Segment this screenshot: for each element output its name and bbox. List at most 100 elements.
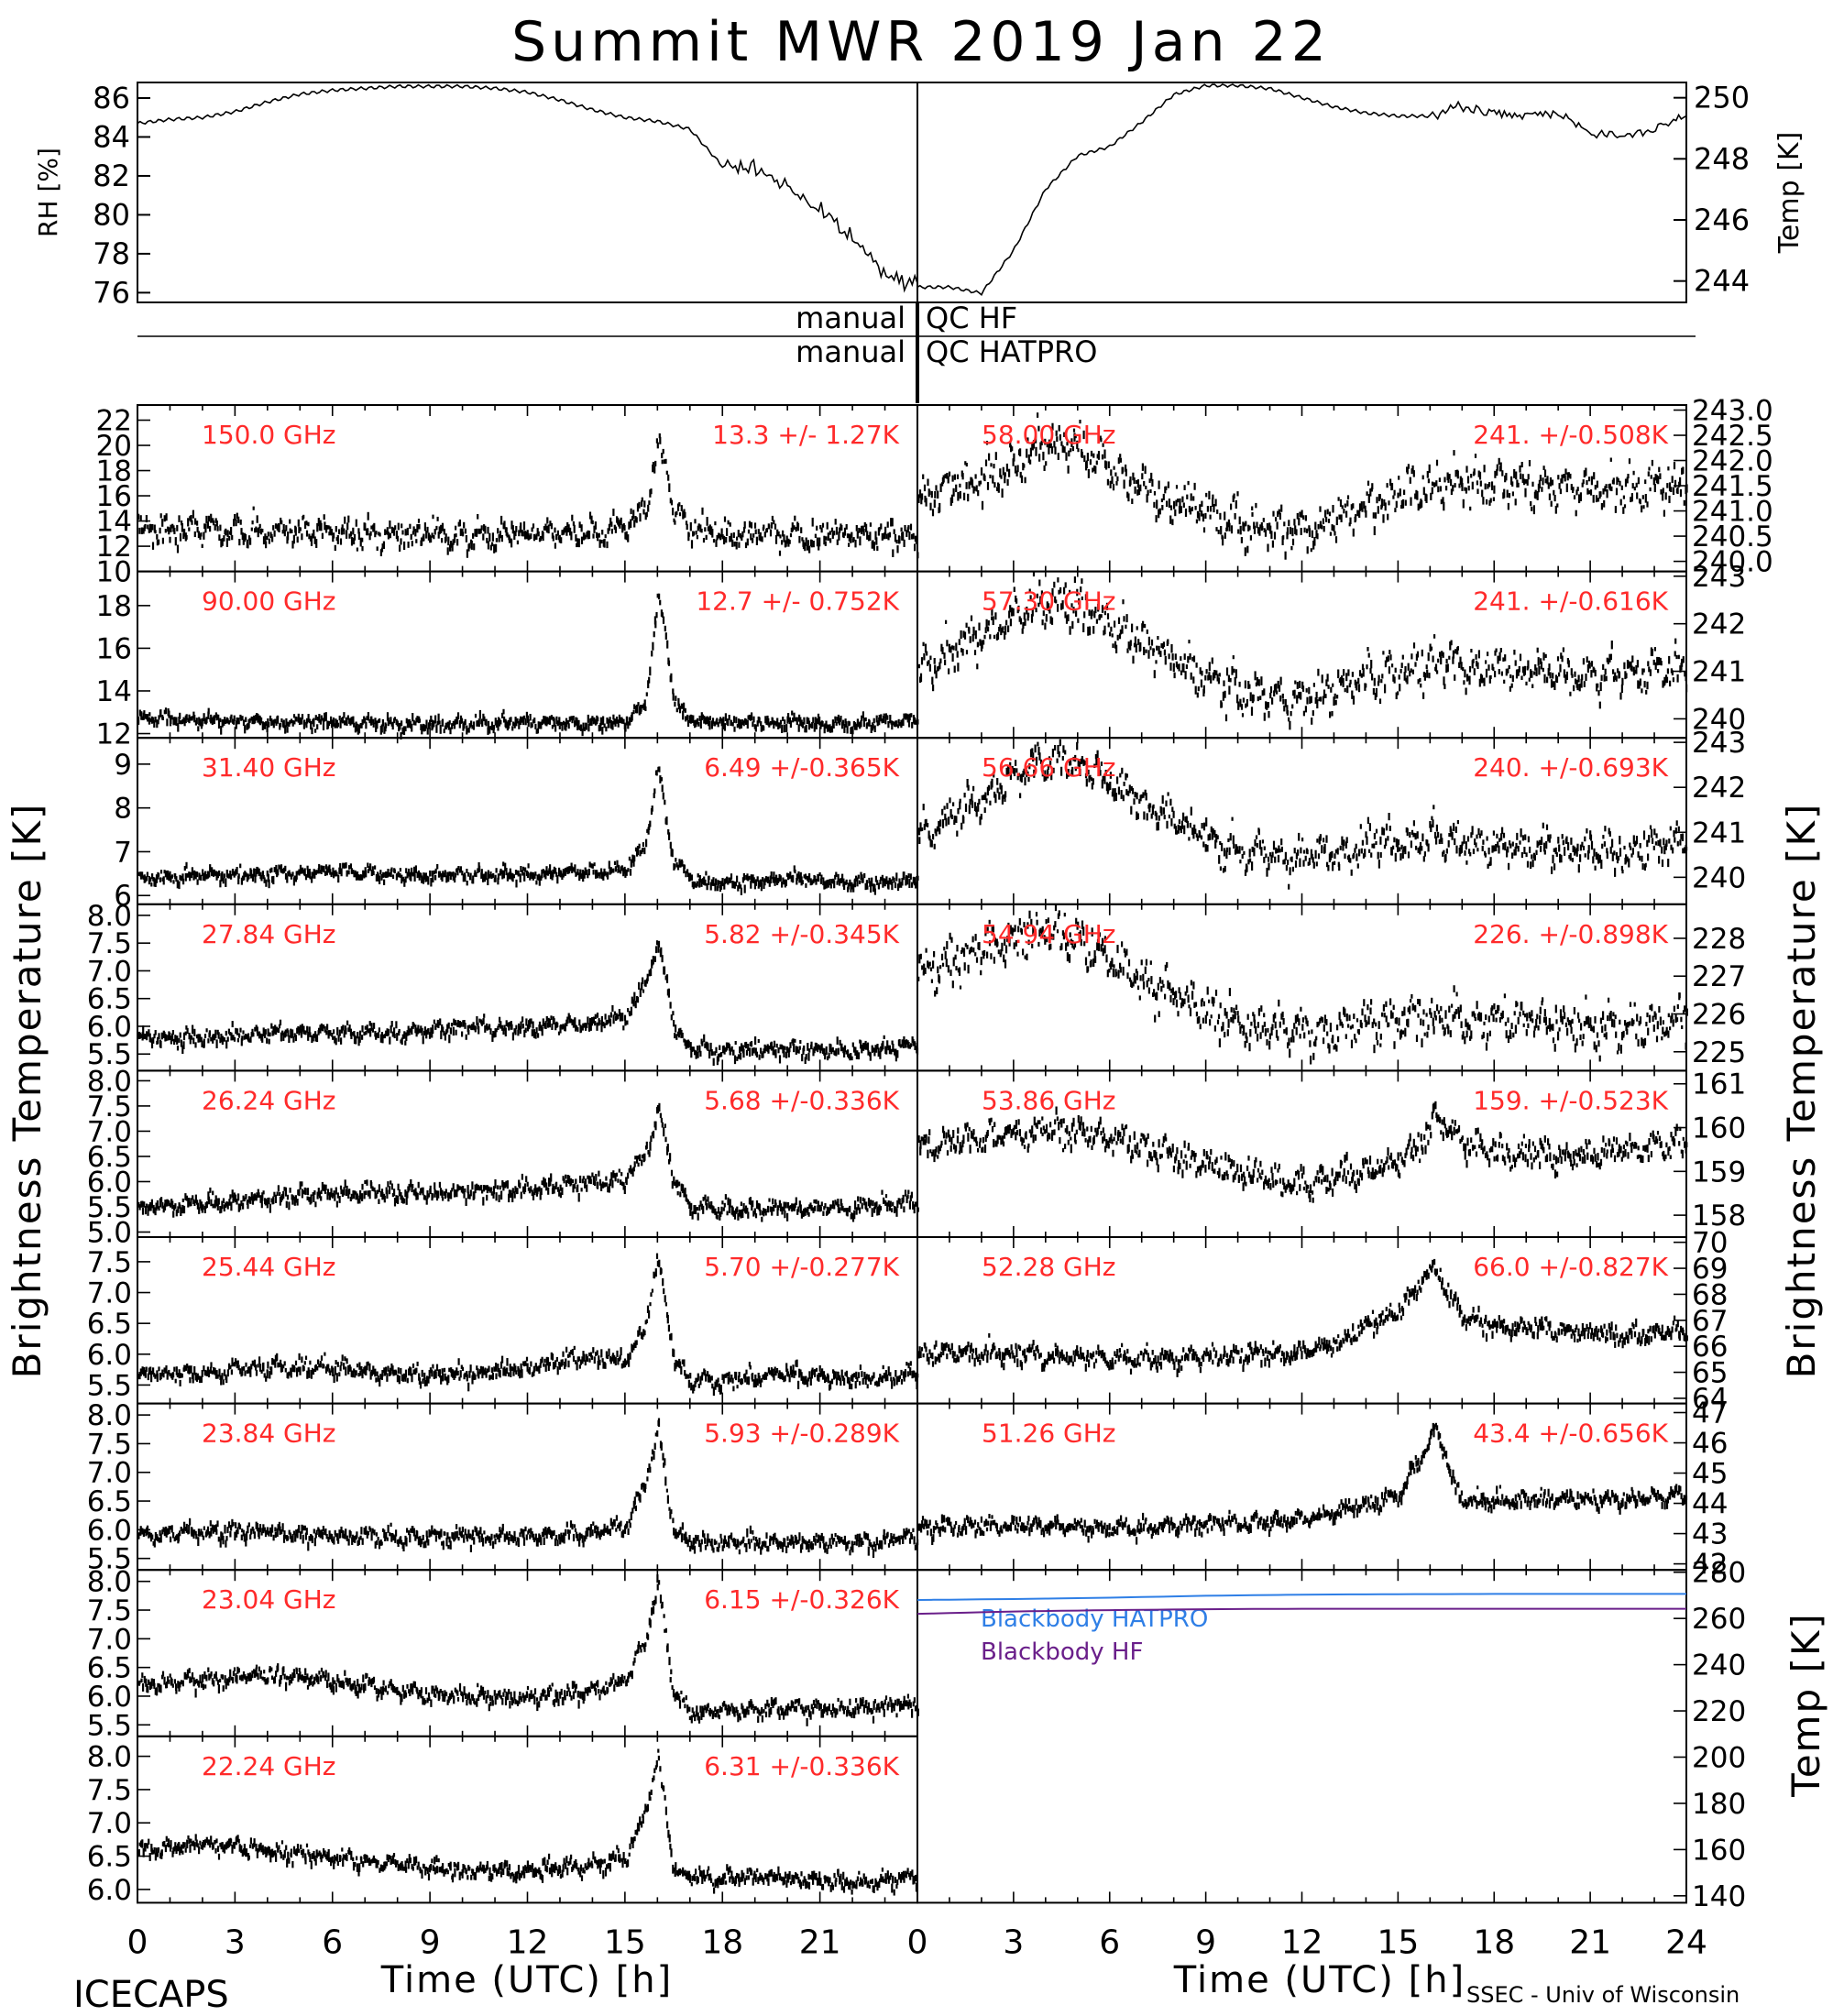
data-point [632,509,635,520]
data-point [383,1529,386,1539]
data-point [197,1537,200,1547]
data-point [659,436,662,444]
data-point [256,1523,258,1532]
data-point [488,873,491,879]
data-point [175,1366,178,1375]
data-point [683,1359,686,1367]
data-point [655,946,658,954]
data-point [141,871,144,879]
data-point [609,867,612,874]
data-point [269,1371,271,1379]
data-point [875,1201,878,1208]
data-point [660,777,663,782]
data-point [247,719,250,729]
data-point [596,1350,598,1355]
data-point [314,1201,317,1208]
data-point [299,717,302,722]
data-point [561,873,564,881]
data-point [720,1052,723,1057]
data-point [345,862,347,869]
data-point [431,1369,434,1377]
data-point [424,872,427,880]
data-point [522,716,525,726]
data-point [784,1375,786,1382]
data-point [378,1184,380,1193]
data-point [347,1539,350,1546]
data-point [887,881,890,890]
data-point [441,522,445,531]
data-point [221,1035,224,1045]
data-point [137,1201,140,1207]
data-point [139,1526,142,1532]
data-point [558,867,561,877]
data-point [291,871,294,877]
data-point [240,716,243,721]
data-point [320,865,323,874]
data-point [210,513,213,523]
data-point [835,1377,839,1386]
data-point [342,1024,345,1031]
data-point [241,716,244,721]
data-point [586,1184,588,1192]
data-point [400,1192,402,1200]
data-point [296,1367,299,1377]
data-point [161,537,164,544]
data-point [523,1183,527,1192]
data-point [228,1199,231,1206]
data-point [163,515,166,522]
data-point [576,542,578,548]
data-point [669,1333,672,1341]
data-point [645,838,648,848]
data-point [643,699,646,708]
data-point [909,873,912,880]
data-point [781,724,784,733]
data-point [422,1187,424,1196]
data-point [831,1046,834,1053]
data-point [496,1185,499,1189]
data-point [209,864,212,872]
data-point [598,532,600,538]
data-point [249,1528,253,1535]
data-point [441,1189,444,1199]
data-point [241,875,245,882]
data-point [217,1032,220,1039]
data-point [401,1037,403,1046]
data-point [887,1366,890,1375]
data-point [717,1053,719,1062]
data-point [228,531,231,535]
data-point [442,1540,445,1550]
data-point [391,528,394,533]
data-point [490,1187,493,1191]
data-point [244,533,247,541]
data-point [445,1537,448,1547]
data-point [508,871,510,880]
data-point [378,531,380,536]
data-point [547,1187,550,1195]
data-point [807,878,810,883]
data-point [478,1018,481,1023]
data-point [764,1211,767,1216]
data-point [308,1369,311,1378]
data-point [655,438,658,444]
data-point [148,717,150,725]
data-point [623,1185,626,1195]
data-point [721,1200,724,1205]
data-point [467,1529,470,1539]
data-point [166,1199,169,1204]
data-point [479,528,482,534]
data-point [278,523,280,532]
data-point [740,884,742,889]
data-point [708,1376,712,1383]
data-point [896,1375,899,1383]
data-point [873,1372,875,1378]
data-point [235,1027,237,1035]
data-point [466,1024,469,1033]
data-point [808,1048,811,1053]
data-point [412,1369,415,1375]
data-point [838,1375,841,1381]
data-point [680,703,684,709]
data-point [608,523,610,531]
data-point [628,856,631,861]
data-point [390,867,393,872]
data-point [180,875,182,882]
